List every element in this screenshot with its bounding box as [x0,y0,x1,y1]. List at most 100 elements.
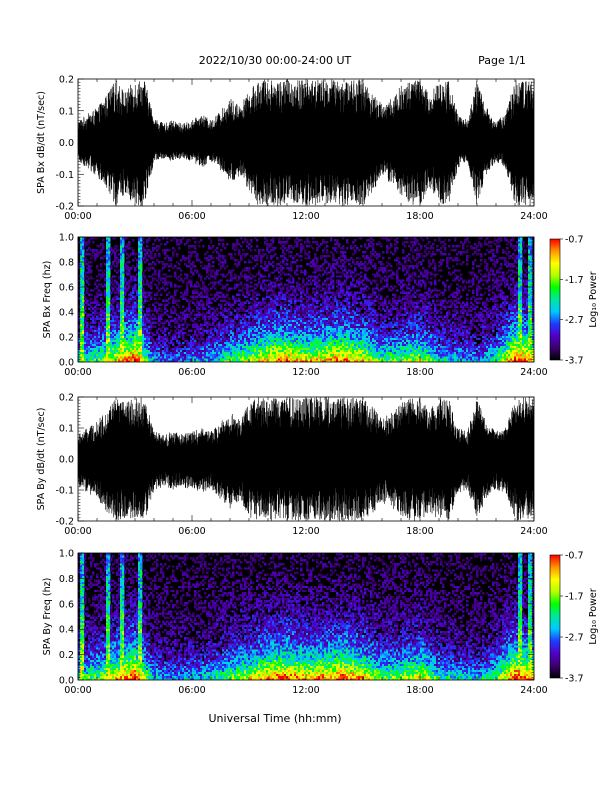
spectrogram-cell [270,323,273,327]
spectrogram-cell [312,279,315,282]
spectrogram-cell [150,327,153,331]
spectrogram-cell [120,263,123,266]
spectrogram-cell [160,355,163,359]
spectrogram-cell [308,303,311,306]
spectrogram-cell [298,319,301,322]
spectrogram-cell [270,317,273,320]
spectrogram-cell [300,355,303,359]
spectrogram-cell [160,303,163,306]
spectrogram-cell [198,283,201,286]
spectrogram-cell [278,315,281,318]
spectrogram-cell [108,295,111,298]
spectrogram-cell [206,345,209,349]
spectrogram-cell [314,313,317,316]
spectrogram-cell [248,261,251,264]
spectrogram-cell [252,303,255,306]
spectrogram-cell [298,265,301,268]
spectrogram-cell [106,257,109,260]
spectrogram-cell [218,269,221,272]
spectrogram-cell [288,309,291,312]
spectrogram-cell [152,339,155,343]
spectrogram-cell [216,331,219,335]
spectrogram-cell [180,333,183,337]
spectrogram-cell [300,303,303,306]
spectrogram-cell [88,303,91,306]
spectrogram-cell [240,359,243,362]
spectrogram-cell [306,313,309,316]
spectrogram-cell [178,267,181,270]
spectrogram-cell [290,335,293,339]
spectrogram-cell [118,359,121,362]
spectrogram-cell [124,329,127,333]
spectrogram-cell [162,335,165,339]
spectrogram-cell [104,331,107,335]
spectrogram-cell [246,241,249,244]
spectrogram-cell [140,297,143,300]
spectrogram-cell [194,351,197,355]
spectrogram-cell [272,293,275,296]
spectrogram-cell [118,307,121,310]
spectrogram-cell [238,323,241,327]
spectrogram-cell [266,249,269,252]
spectrogram-cell [190,255,193,258]
spectrogram-cell [144,315,147,318]
spectrogram-cell [90,349,93,353]
spectrogram-cell [150,253,153,256]
spectrogram-cell [198,333,201,337]
spectrogram-cell [144,297,147,300]
spectrogram-cell [192,251,195,254]
spectrogram-cell [258,355,261,359]
spectrogram-cell [272,357,275,361]
spectrogram-cell [132,343,135,347]
spectrogram-cell [270,359,273,362]
spectrogram-cell [134,253,137,256]
spectrogram-cell [132,287,135,290]
spectrogram-cell [140,279,143,282]
spectrogram-cell [264,333,267,337]
spectrogram-cell [136,323,139,327]
spectrogram-cell [100,285,103,288]
spectrogram-cell [160,309,163,312]
spectrogram-cell [288,269,291,272]
spectrogram-cell [84,321,87,324]
spectrogram-cell [316,325,319,329]
spectrogram-cell [212,341,215,345]
spectrogram-cell [272,271,275,274]
spectrogram-cell [80,239,83,242]
spectrogram-cell [162,321,165,324]
spectrogram-cell [230,343,233,347]
spectrogram-cell [108,341,111,345]
spectrogram-cell [234,245,237,248]
spectrogram-cell [108,287,111,290]
spectrogram-cell [128,323,131,327]
spectrogram-cell [82,279,85,282]
spectrogram-cell [114,357,117,361]
spectrogram-cell [312,327,315,331]
spectrogram-cell [226,329,229,333]
spectrogram-cell [136,265,139,268]
spectrogram-cell [158,339,161,343]
spectrogram-cell [148,333,151,337]
spectrogram-cell [120,267,123,270]
spectrogram-cell [266,267,269,270]
spectrogram-cell [186,291,189,294]
spectrogram-cell [244,237,247,240]
spectrogram-cell [304,271,307,274]
spectrogram-cell [256,349,259,353]
spectrogram-cell [144,357,147,361]
spectrogram-cell [180,323,183,327]
spectrogram-cell [152,333,155,337]
spectrogram-cell [122,289,125,292]
spectrogram-cell [276,345,279,349]
spectrogram-cell [114,237,117,240]
spectrogram-cell [214,273,217,276]
spectrogram-cell [86,345,89,349]
spectrogram-cell [170,319,173,322]
spectrogram-cell [154,239,157,242]
spectrogram-cell [98,273,101,276]
spectrogram-cell [258,315,261,318]
spectrogram-cell [124,311,127,314]
spectrogram-cell [216,339,219,343]
spectrogram-cell [266,333,269,337]
spectrogram-cell [306,241,309,244]
